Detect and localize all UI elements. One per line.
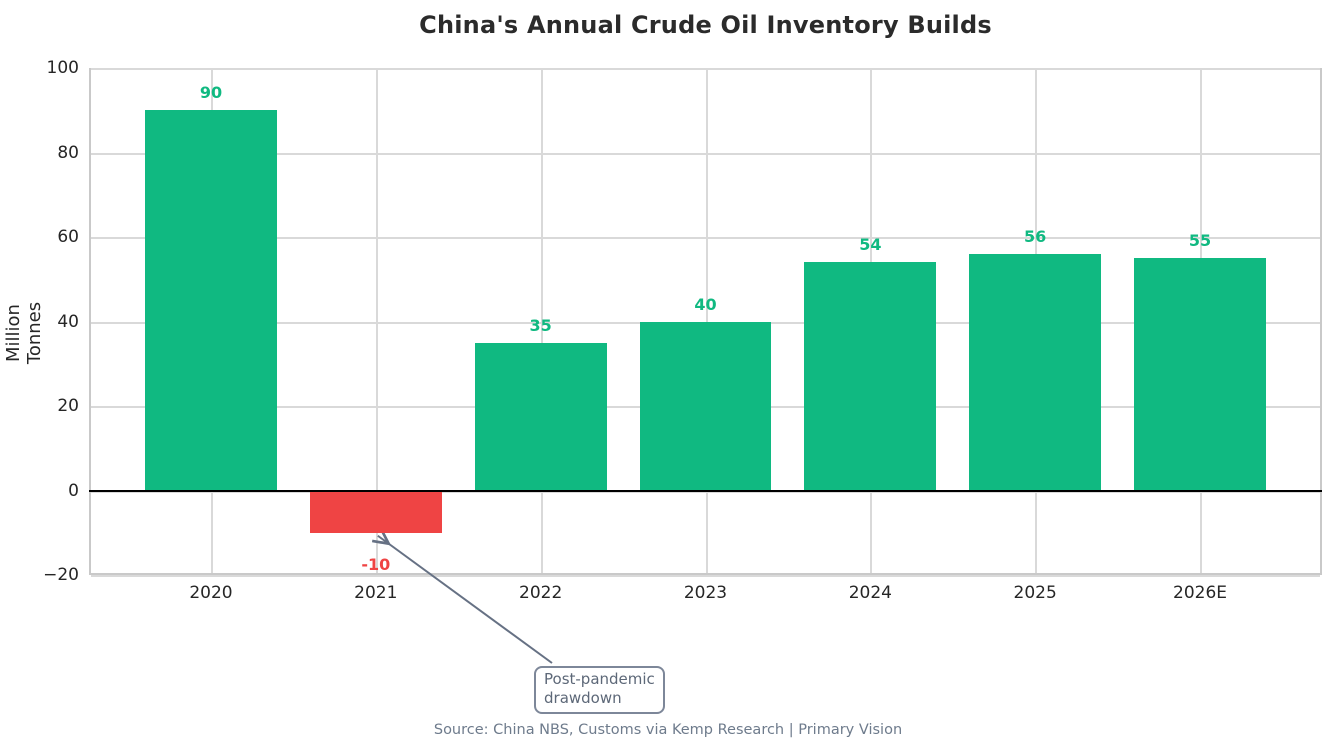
- y-tick-20: 20: [57, 396, 79, 416]
- value-label-2023: 40: [694, 294, 717, 314]
- chart-title: China's Annual Crude Oil Inventory Build…: [419, 11, 992, 39]
- gridline-h-100: [91, 68, 1320, 70]
- y-tick-40: 40: [57, 311, 79, 332]
- y-tick-0: 0: [68, 480, 79, 501]
- x-tick-2025: 2025: [1013, 583, 1057, 603]
- y-tick-80: 80: [57, 142, 79, 163]
- bar-2024: [804, 262, 937, 491]
- y-axis-label: Million Tonnes: [3, 301, 45, 365]
- source-caption: Source: China NBS, Customs via Kemp Rese…: [433, 722, 903, 738]
- gridline-h--20: [91, 575, 1320, 577]
- annotation-text-line1: Post-pandemic: [544, 670, 655, 688]
- value-label-2022: 35: [529, 315, 552, 335]
- x-tick-2020: 2020: [189, 583, 233, 603]
- annotation-box: Post-pandemic drawdown: [534, 666, 665, 714]
- bar-2025: [969, 253, 1102, 491]
- y-tick-100: 100: [46, 58, 79, 78]
- y-tick-60: 60: [57, 227, 79, 247]
- bar-2020: [145, 110, 277, 491]
- x-tick-2024: 2024: [848, 583, 892, 603]
- value-label-2025: 56: [1024, 226, 1047, 246]
- zero-axis-line: [89, 489, 1322, 492]
- x-tick-2022: 2022: [519, 583, 563, 603]
- value-label-2020: 90: [199, 83, 223, 103]
- bar-2023: [639, 321, 772, 491]
- bar-2022: [474, 342, 607, 491]
- x-tick-2023: 2023: [683, 583, 728, 603]
- y-tick--20: −20: [43, 565, 79, 585]
- gridline-v-2021: [375, 70, 378, 573]
- bar-2021: [309, 490, 442, 533]
- x-tick-2021: 2021: [354, 583, 398, 603]
- value-label-2024: 54: [859, 235, 882, 255]
- value-label-2026E: 55: [1188, 231, 1212, 251]
- bar-2026E: [1134, 258, 1266, 491]
- annotation-text-line2: drawdown: [544, 689, 622, 707]
- value-label-2021: -10: [361, 554, 391, 574]
- gridline-v-2022: [540, 70, 543, 573]
- x-tick-2026E: 2026E: [1173, 583, 1228, 603]
